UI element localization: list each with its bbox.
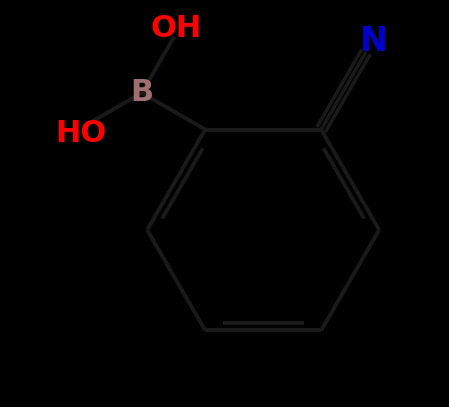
Text: N: N [360, 25, 388, 58]
Text: B: B [130, 79, 153, 107]
Text: OH: OH [151, 14, 202, 43]
Text: HO: HO [56, 119, 107, 148]
